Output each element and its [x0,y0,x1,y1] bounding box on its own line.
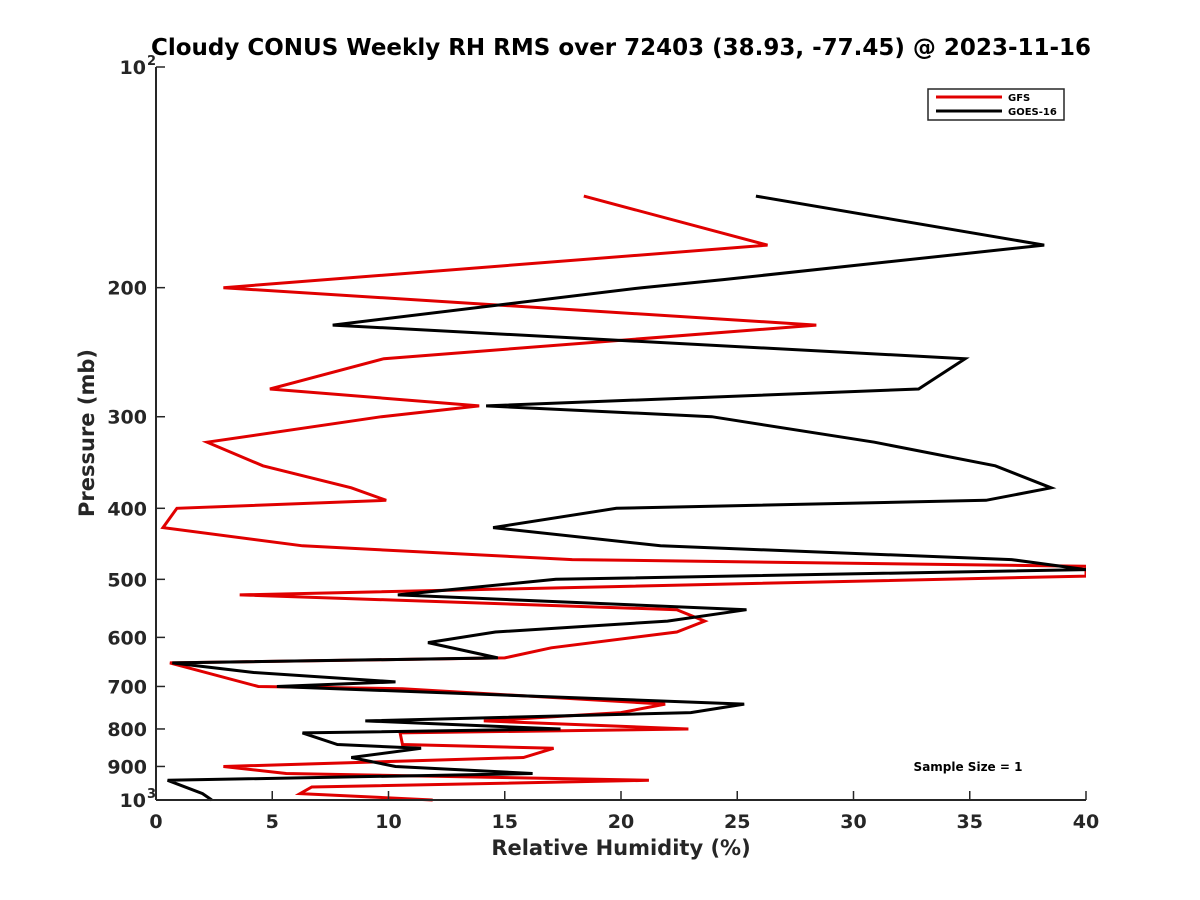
y-tick-exponent: 2 [147,54,156,69]
legend-label-goes-16: GOES-16 [1008,107,1057,118]
legend-label-gfs: GFS [1008,93,1030,104]
x-tick-label: 20 [608,811,634,833]
y-tick-label: 10 [120,790,146,812]
y-axis-label: Pressure (mb) [75,349,99,517]
x-tick-label: 25 [724,811,750,833]
sample-size-annotation: Sample Size = 1 [914,760,1023,774]
y-tick-label: 10 [120,57,146,79]
y-tick-label: 700 [107,676,147,698]
x-tick-label: 35 [957,811,983,833]
x-tick-label: 30 [840,811,866,833]
y-tick-label: 200 [107,278,147,300]
y-tick-label: 400 [107,498,147,520]
x-tick-label: 40 [1073,811,1099,833]
y-tick-label: 900 [107,756,147,778]
legend-box [927,88,1065,121]
y-tick-label: 800 [107,719,147,741]
x-tick-label: 0 [149,811,162,833]
y-tick-exponent: 3 [147,787,156,802]
y-tick-label: 600 [107,627,147,649]
y-tick-label: 500 [107,569,147,591]
x-tick-label: 15 [492,811,518,833]
series-line-goes-16 [167,194,1086,802]
y-tick-label: 300 [107,407,147,429]
x-axis-label: Relative Humidity (%) [491,836,750,860]
chart-title: Cloudy CONUS Weekly RH RMS over 72403 (3… [151,35,1091,61]
plot-area [160,194,1086,802]
x-tick-label: 10 [375,811,401,833]
legend: GFS GOES-16 [927,88,1065,121]
series-line-gfs [160,194,1086,802]
x-tick-label: 5 [266,811,279,833]
series-group [160,194,1086,802]
